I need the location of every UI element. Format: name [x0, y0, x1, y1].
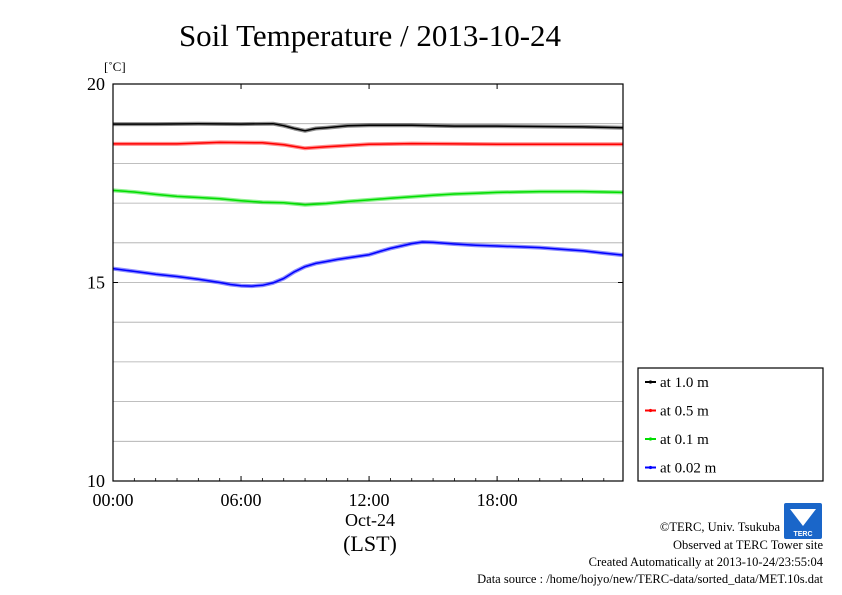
legend-label: at 0.1 m	[660, 432, 709, 448]
x-tick-labels: 00:00 06:00 12:00 18:00	[92, 84, 605, 510]
x-tick-label: 00:00	[92, 490, 133, 510]
legend-box	[637, 367, 824, 482]
gridlines	[113, 123, 623, 442]
series-line	[112, 241, 624, 287]
series-line	[113, 141, 623, 150]
y-tick-labels: 20 15 10	[87, 74, 623, 491]
legend: at 1.0 m at 0.5 m at 0.1 m at 0.02 m	[637, 367, 824, 482]
copyright-text: ©TERC, Univ. Tsukuba	[660, 520, 781, 534]
logo-text: TERC	[793, 531, 812, 538]
series-line	[112, 189, 624, 206]
legend-marker	[648, 437, 653, 441]
y-tick-label: 10	[87, 471, 105, 491]
y-axis-unit-label: [˚C]	[104, 59, 126, 74]
y-tick-label: 15	[87, 273, 105, 293]
series-line	[113, 122, 624, 132]
series-lines	[112, 121, 624, 289]
legend-marker	[648, 465, 653, 470]
legend-marker	[648, 408, 653, 413]
data-source-text: Data source : /home/hojyo/new/TERC-data/…	[477, 572, 823, 586]
legend-label: at 0.02 m	[660, 461, 717, 477]
date-label: Oct-24	[345, 510, 395, 530]
x-tick-label: 06:00	[221, 490, 262, 510]
y-tick-label: 20	[87, 74, 105, 94]
legend-label: at 1.0 m	[660, 375, 709, 391]
legend-marker	[648, 380, 653, 384]
chart-title: Soil Temperature / 2013-10-24	[179, 18, 562, 53]
x-axis-label: (LST)	[343, 531, 397, 556]
x-tick-label: 12:00	[349, 490, 390, 510]
x-tick-label: 18:00	[477, 490, 518, 510]
legend-label: at 0.5 m	[660, 404, 709, 420]
observed-text: Observed at TERC Tower site	[673, 538, 823, 552]
water-drop-icon	[790, 509, 816, 526]
created-text: Created Automatically at 2013-10-24/23:5…	[589, 555, 824, 569]
terc-logo: TERC	[784, 503, 822, 539]
